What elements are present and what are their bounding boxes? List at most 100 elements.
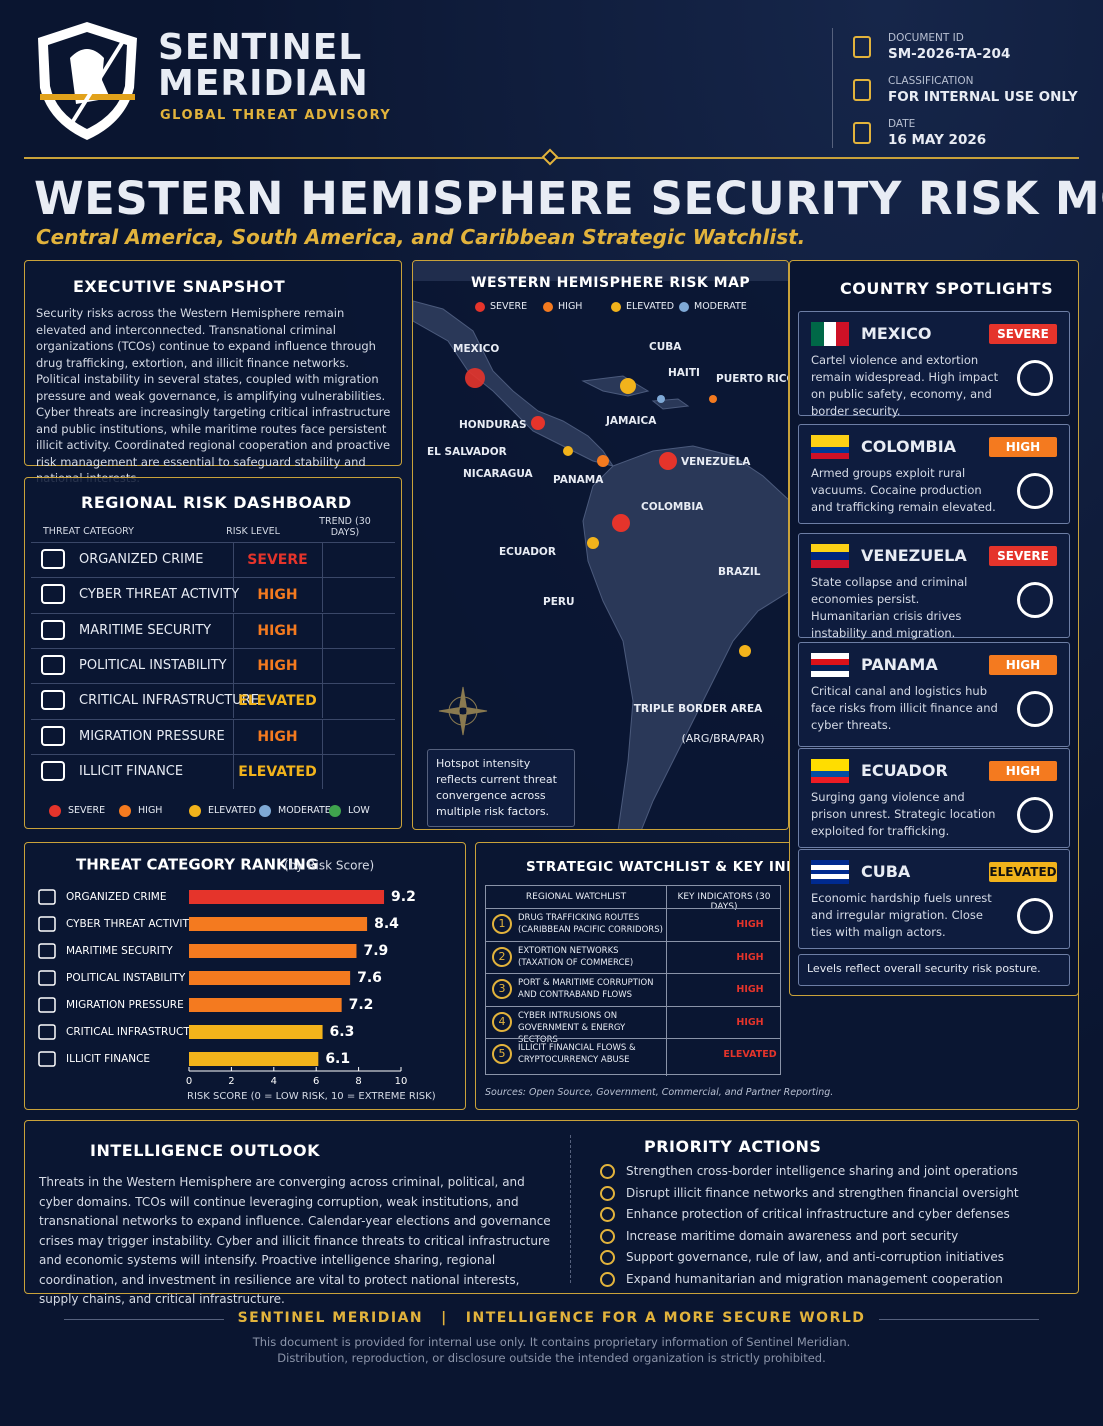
map-label: NICARAGUA	[463, 468, 533, 480]
column-header: RISK LEVEL	[226, 526, 280, 537]
flag	[811, 435, 849, 459]
flag-stripe	[811, 665, 849, 671]
row-divider	[233, 683, 234, 719]
legend-dot	[189, 805, 201, 817]
risk-badge: ELEVATED	[989, 862, 1057, 882]
meta-label: CLASSIFICATION	[888, 75, 974, 87]
legend-dot	[475, 302, 485, 312]
column-header: THREAT CATEGORY	[43, 526, 134, 537]
flag	[811, 759, 849, 783]
threat-category: POLITICAL INSTABILITY	[79, 657, 227, 673]
panel-title: COUNTRY SPOTLIGHTS	[840, 279, 1054, 298]
action-item: Strengthen cross-border intelligence sha…	[600, 1164, 1070, 1186]
indicator-level: HIGH	[736, 1016, 764, 1028]
ranking-panel: THREAT CATEGORY RANKING (by Risk Score) …	[24, 842, 466, 1110]
map-note: Hotspot intensity reflects current threa…	[427, 749, 575, 827]
bar	[189, 890, 385, 904]
legend-label: SEVERE	[490, 301, 528, 312]
tagline: GLOBAL THREAT ADVISORY	[160, 108, 392, 123]
threat-category: CYBER THREAT ACTIVITY	[79, 587, 240, 603]
spotlight-card: COLOMBIA HIGH Armed groups exploit rural v…	[798, 424, 1070, 524]
row-border	[31, 647, 395, 683]
indicator-level: HIGH	[736, 984, 764, 995]
column-header: TREND (30 DAYS)	[319, 516, 371, 538]
row-divider	[322, 577, 323, 613]
map-label: HAITI	[668, 367, 700, 379]
legend-dot	[543, 302, 553, 312]
row-icon	[41, 549, 65, 569]
meta-icon	[853, 36, 871, 58]
category-label: CRITICAL INFRASTRUCTURE	[66, 1026, 211, 1038]
flag-stripe	[811, 659, 849, 665]
threat-category: ILLICIT FINANCE	[79, 763, 184, 779]
risk-badge: HIGH	[989, 655, 1057, 675]
map-label: MEXICO	[453, 343, 500, 355]
source: Sources: Open Source, Government, Commer…	[485, 1087, 834, 1098]
item-text: EXTORTION NETWORKS (TAXATION OF COMMERCE…	[518, 945, 634, 968]
x-tick-label: 4	[271, 1076, 277, 1087]
brand-top: SENTINEL	[158, 27, 363, 68]
panel-title: EXECUTIVE SNAPSHOT	[73, 277, 286, 296]
disclaimer: This document is provided for internal u…	[252, 1335, 851, 1365]
country-name: VENEZUELA	[861, 546, 967, 565]
legend-label: HIGH	[138, 805, 163, 816]
spotlights-panel: COUNTRY SPOTLIGHTS Levels reflect overal…	[789, 260, 1079, 996]
risk-level: HIGH	[257, 657, 298, 674]
row-divider	[233, 647, 234, 683]
meta-icon	[853, 122, 871, 144]
legend-label: HIGH	[558, 301, 583, 312]
item-text: DRUG TRAFFICKING ROUTES (CARIBBEAN PACIF…	[518, 913, 663, 935]
brand: SENTINEL MERIDIAN	[158, 30, 369, 102]
legend-dot	[49, 805, 61, 817]
map-label: BRAZIL	[718, 566, 761, 578]
row-border	[31, 753, 395, 789]
outlook-text: Threats in the Western Hemisphere are co…	[39, 1175, 551, 1306]
bar	[189, 917, 368, 931]
check-icon	[600, 1207, 615, 1222]
row-border	[31, 718, 395, 754]
country-text: Surging gang violence and prison unrest.…	[811, 790, 996, 838]
map-label: HONDURAS	[459, 419, 527, 431]
map-label: (ARG/BRA/PAR)	[681, 732, 765, 745]
flag-stripe	[811, 765, 849, 771]
item-number: 4	[492, 1011, 512, 1032]
row-icon	[41, 760, 65, 781]
flag-stripe	[811, 435, 849, 441]
row-icon	[41, 654, 65, 675]
row-divider	[322, 683, 323, 719]
flag-stripe	[836, 322, 850, 346]
check-icon	[600, 1271, 615, 1287]
row-icon	[41, 584, 65, 605]
row-border	[31, 577, 395, 612]
category-label: POLITICAL INSTABILITY	[66, 972, 186, 984]
panel-title: PRIORITY ACTIONS	[644, 1137, 822, 1156]
row-border	[486, 1005, 780, 1007]
map-label: TRIPLE BORDER AREA	[633, 703, 763, 715]
indicator-level: HIGH	[736, 919, 764, 930]
row-divider	[322, 612, 323, 648]
map-label: PERU	[543, 596, 575, 608]
flag	[811, 860, 849, 884]
column-header: REGIONAL WATCHLIST	[525, 892, 627, 902]
bar	[189, 1025, 323, 1039]
flag-stripe	[811, 560, 849, 568]
bar	[189, 1052, 319, 1066]
risk-badge: HIGH	[989, 437, 1057, 457]
footer-slogan: INTELLIGENCE FOR A MORE SECURE WORLD	[465, 1310, 866, 1326]
country-text: Critical canal and logistics hub face ri…	[811, 684, 998, 732]
country-text: Armed groups exploit rural vacuums. Coca…	[811, 466, 996, 514]
legend-dot	[119, 805, 131, 817]
threat-category: ORGANIZED CRIME	[79, 552, 204, 567]
flag-stripe	[811, 759, 849, 765]
divider-gem	[541, 148, 559, 166]
map	[413, 261, 788, 829]
snapshot-text: Security risks across the Western Hemisp…	[36, 306, 391, 485]
row-border	[486, 940, 780, 942]
bar	[189, 998, 342, 1012]
title: WESTERN HEMISPHERE SECURITY RISK MONITOR	[34, 172, 1103, 225]
country-name: PANAMA	[861, 655, 938, 674]
country-icon	[1017, 473, 1053, 509]
flag-stripe	[811, 441, 849, 447]
row-icon	[41, 690, 65, 711]
chart-subtitle: (by Risk Score)	[284, 859, 374, 873]
